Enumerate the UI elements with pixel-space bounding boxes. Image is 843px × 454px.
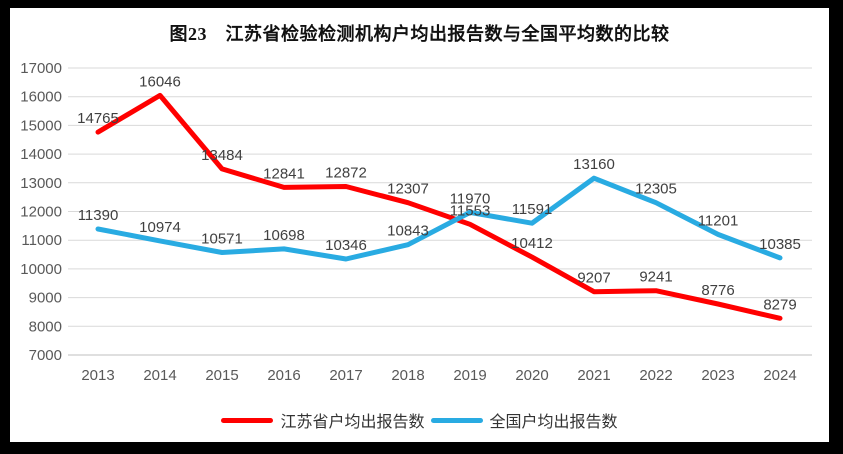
legend-item-jiangsu: 江苏省户均出报告数 [221,408,425,432]
y-tick-label: 9000 [29,290,62,307]
y-tick-label: 12000 [20,204,62,221]
x-tick-label: 2013 [81,367,114,384]
series-line-national [95,175,783,262]
data-label: 11553 [450,202,491,219]
data-label: 16046 [139,73,181,90]
data-label: 13160 [573,156,615,173]
data-label: 13484 [201,147,243,164]
chart-canvas: 7000 8000 9000 10000 11000 12000 13000 14000 150… [20,60,812,384]
legend-label-jiangsu: 江苏省户均出报告数 [280,414,425,431]
x-tick-label: 2015 [205,367,238,384]
x-tick-label: 2020 [515,367,548,384]
x-tick-label: 2014 [143,367,176,384]
data-label: 8279 [763,296,796,313]
chart-title: 图23 江苏省检验检测机构户均出报告数与全国平均数的比较 [169,24,670,44]
y-tick-label: 8000 [29,318,62,335]
legend-swatch-jiangsu-icon [221,417,274,423]
y-tick-label: 17000 [20,60,62,77]
legend-label-national: 全国户均出报告数 [489,414,618,431]
x-tick-label: 2019 [453,367,486,384]
data-label: 12307 [387,181,429,198]
series-line-jiangsu [95,92,783,321]
legend: 江苏省户均出报告数 全国户均出报告数 [10,408,829,432]
x-tick-label: 2022 [639,367,672,384]
data-label: 10571 [201,231,243,248]
data-label: 11970 [450,190,491,207]
y-tick-label: 10000 [20,261,62,278]
y-tick-label: 13000 [20,175,62,192]
data-label: 10412 [511,235,553,252]
data-label: 8776 [701,282,734,299]
data-label: 11390 [78,207,119,224]
data-label: 10698 [263,227,305,244]
data-label: 11591 [512,201,553,218]
x-tick-label: 2017 [329,367,362,384]
x-tick-label: 2023 [701,367,734,384]
data-label: 12305 [635,181,677,198]
data-label: 14765 [77,110,119,127]
y-tick-label: 11000 [21,232,62,249]
data-label: 11201 [698,212,739,229]
data-label: 9207 [577,270,610,287]
legend-swatch-national-icon [430,417,483,423]
data-label: 9241 [639,269,672,286]
data-label: 10385 [759,236,801,253]
x-tick-label: 2024 [763,367,796,384]
data-label: 10843 [387,223,429,240]
data-label: 10974 [139,219,181,236]
data-label: 12841 [263,165,305,182]
data-label: 10346 [325,237,367,254]
legend-item-national: 全国户均出报告数 [430,408,618,432]
y-tick-label: 16000 [20,89,62,106]
y-tick-label: 14000 [20,146,62,163]
x-tick-label: 2016 [267,367,300,384]
data-label: 12872 [325,165,367,182]
chart-panel: 7000 8000 9000 10000 11000 12000 13000 14000 150… [10,8,829,442]
x-tick-label: 2018 [391,367,424,384]
y-tick-label: 15000 [20,117,62,134]
y-tick-label: 7000 [29,347,62,364]
x-tick-label: 2021 [577,367,610,384]
